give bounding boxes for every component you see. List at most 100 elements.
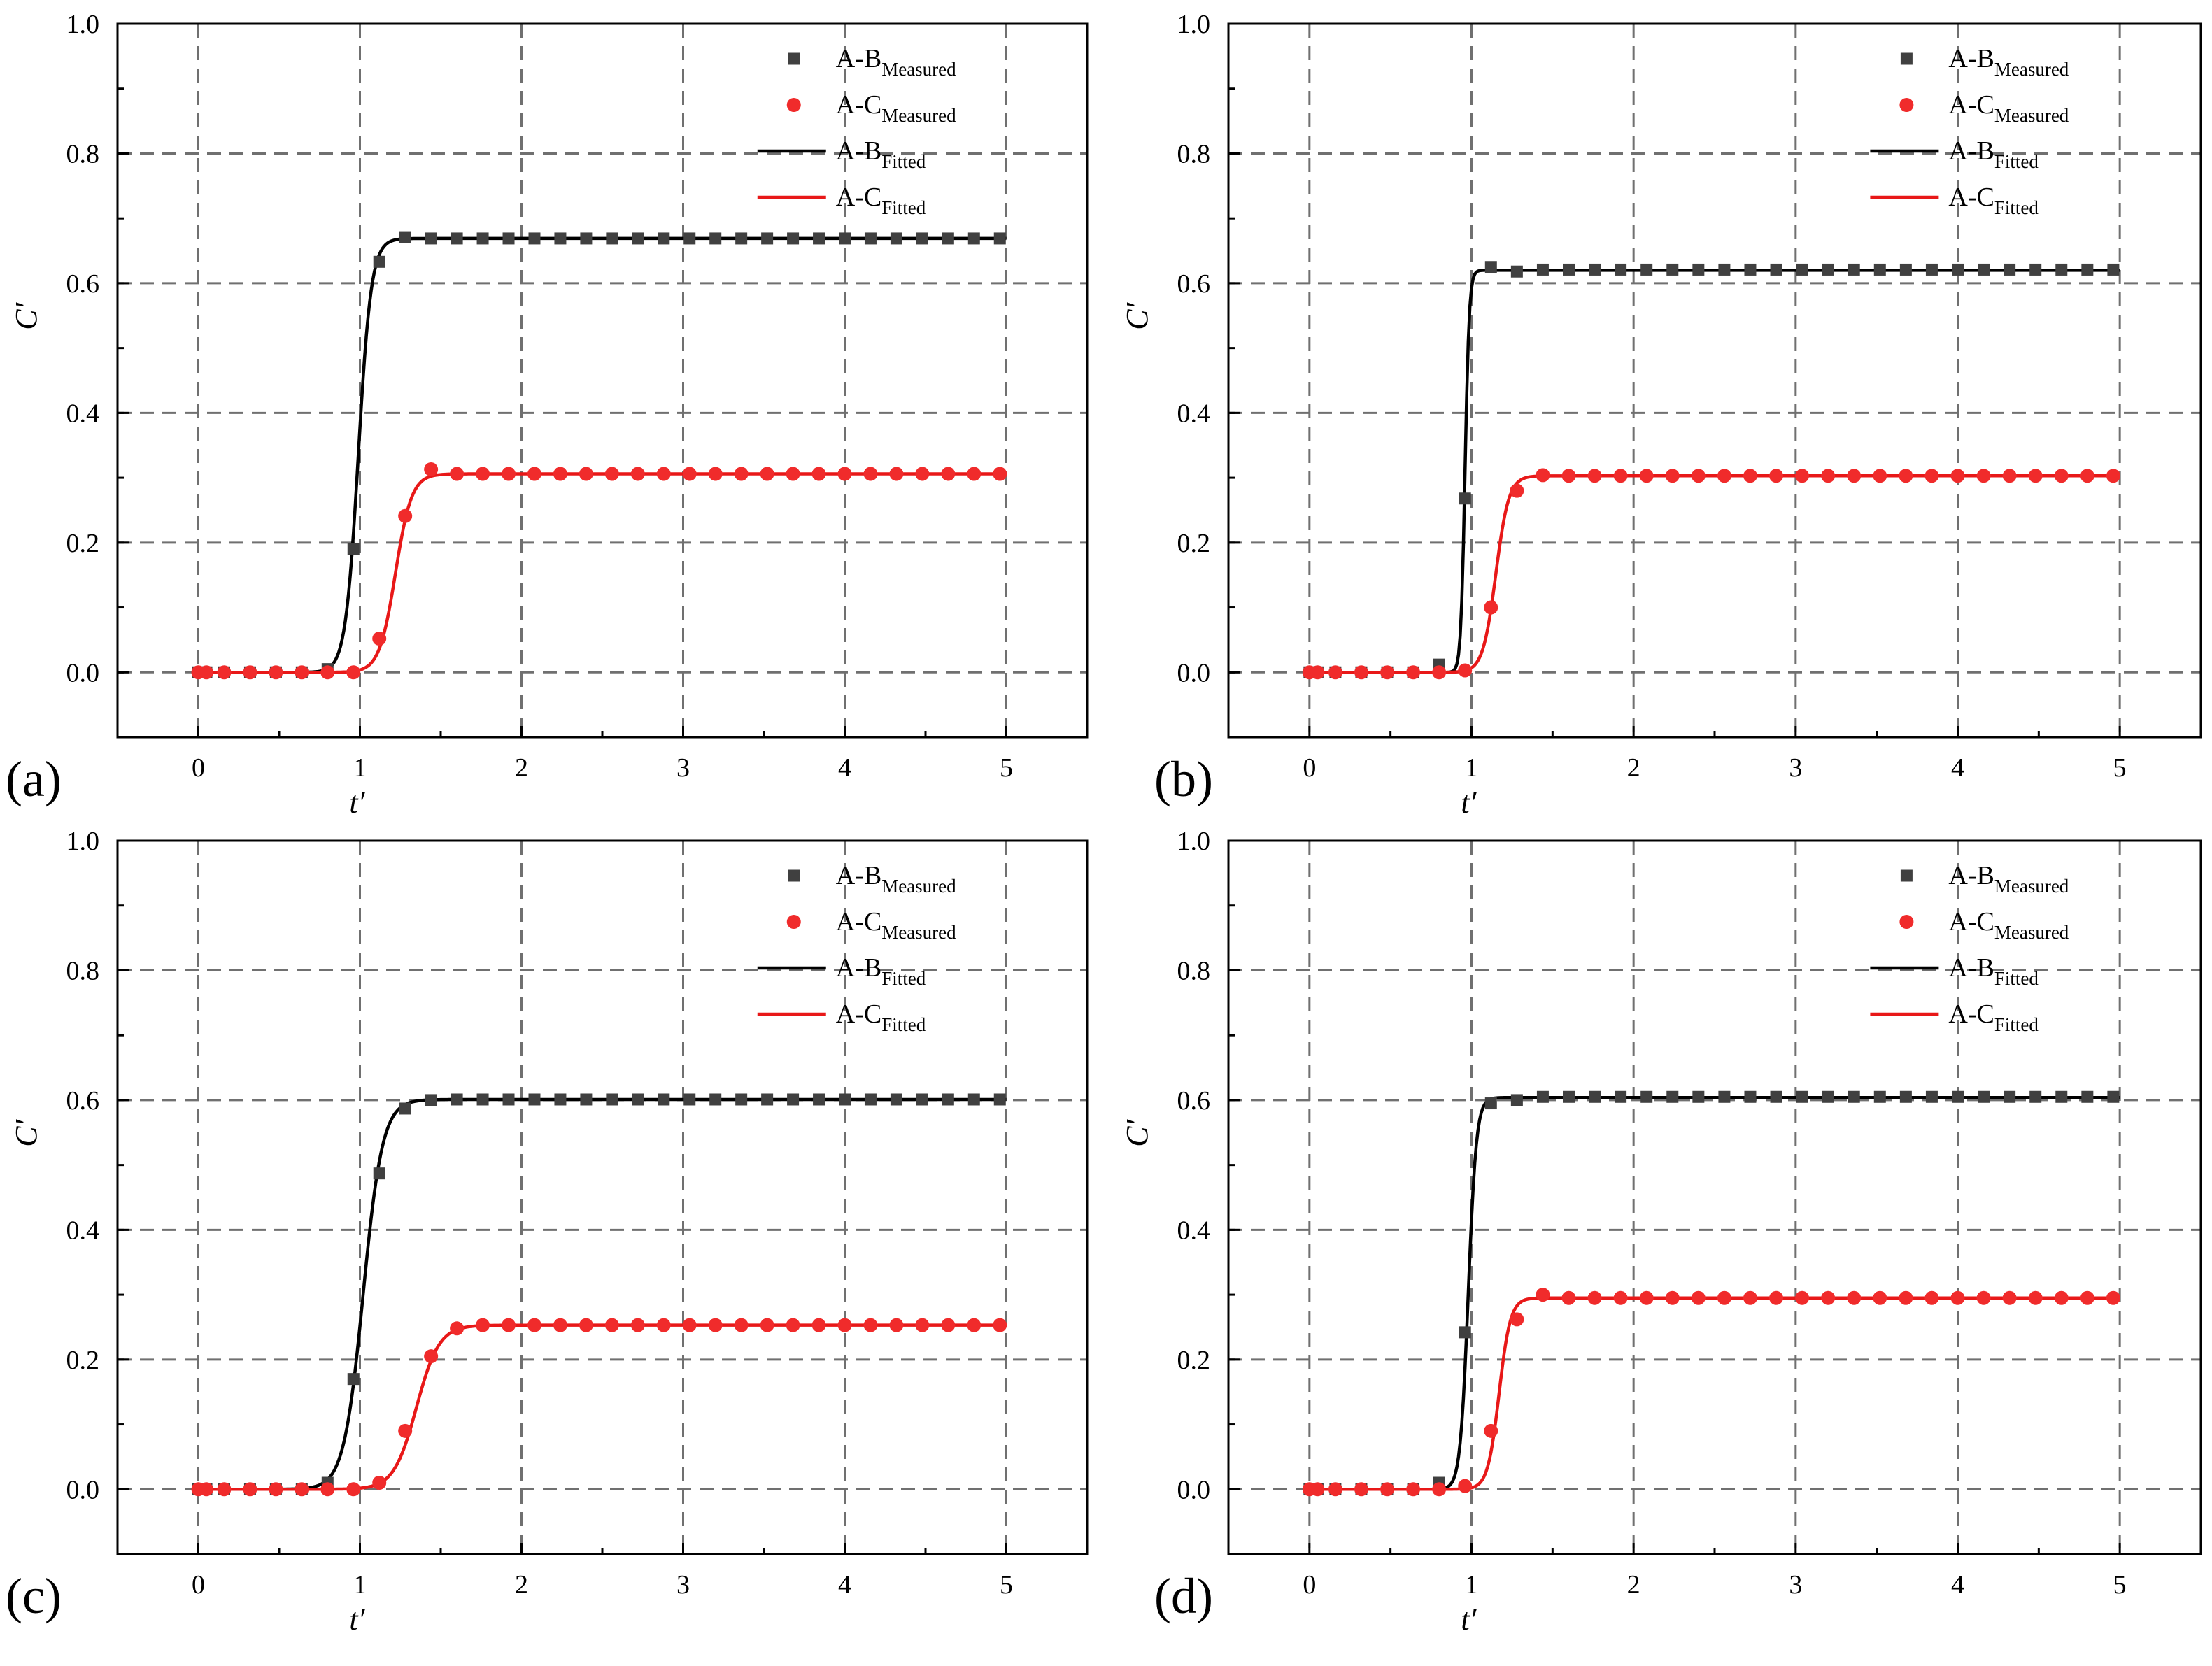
legend-label-subscript: Measured: [881, 105, 956, 126]
measured-point-ab: [580, 232, 593, 245]
measured-point-ab: [890, 1093, 902, 1106]
measured-point-ac: [915, 1318, 930, 1332]
measured-point-ab: [787, 1093, 800, 1106]
grid: [118, 22, 1087, 737]
fitted-curve-ac: [1309, 1296, 2120, 1491]
measured-point-ac: [398, 1423, 413, 1438]
measured-point-ab: [502, 1093, 515, 1106]
measured-point-ac: [450, 467, 465, 481]
measured-point-ab: [864, 1093, 877, 1106]
measured-point-ac: [450, 1321, 465, 1336]
measured-point-ac: [604, 1318, 619, 1332]
measured-point-ac: [863, 467, 878, 481]
legend-square-marker: [1900, 52, 1913, 65]
measured-point-ab: [632, 232, 644, 245]
x-tick-label: 0: [1303, 753, 1316, 783]
measured-point-ab: [1536, 1090, 1549, 1103]
measured-point-ab: [554, 1093, 567, 1106]
legend-circle-marker: [786, 98, 801, 112]
measured-point-ac: [217, 665, 232, 680]
measured-point-ac: [1458, 663, 1473, 678]
measured-point-ab: [735, 1093, 748, 1106]
measured-point-ac: [346, 1482, 361, 1497]
x-tick-label: 1: [353, 1570, 367, 1600]
legend-label-base: A-C: [1948, 90, 1994, 120]
measured-point-ac: [1795, 1290, 1810, 1305]
measured-point-ab: [1718, 1090, 1731, 1103]
measured-point-ab: [425, 1094, 437, 1106]
measured-point-ac: [708, 467, 723, 481]
measured-point-ac: [1899, 1290, 1913, 1305]
y-tick-label: 1.0: [66, 827, 100, 856]
measured-point-ac: [2106, 469, 2120, 483]
fitted-curve-ab: [1309, 269, 2120, 674]
measured-point-ac: [1406, 1482, 1421, 1497]
measured-point-ab: [735, 232, 748, 245]
measured-point-ab: [1978, 263, 1990, 276]
measured-point-ac: [527, 1318, 541, 1332]
measured-point-ab: [1666, 1090, 1679, 1103]
measured-point-ab: [1640, 263, 1653, 276]
measured-point-ac: [941, 467, 956, 481]
measured-point-ac: [243, 1482, 257, 1497]
legend-label: A-CMeasured: [836, 90, 956, 126]
measured-point-ac: [1328, 1482, 1342, 1497]
measured-point-ac: [1821, 469, 1836, 483]
measured-point-ab: [2055, 263, 2068, 276]
measured-point-ab: [606, 1093, 618, 1106]
y-tick-label: 1.0: [1177, 827, 1211, 856]
measured-point-ab: [839, 232, 851, 245]
measured-point-ac: [993, 1318, 1007, 1332]
chart-panel-1: 0 1 2 3 4 50.00.20.40.60.81.0t′C′(a)A-BMeasur…: [6, 10, 1089, 820]
measured-point-ab: [347, 1373, 360, 1386]
legend-square-marker: [788, 52, 800, 65]
measured-point-ab: [993, 232, 1006, 245]
measured-point-ab: [580, 1093, 593, 1106]
legend-label-subscript: Fitted: [1994, 197, 2039, 218]
y-axis-label: C′: [1120, 301, 1154, 329]
measured-point-ac: [2028, 1290, 2043, 1305]
measured-point-ab: [916, 1093, 928, 1106]
measured-point-ac: [889, 1318, 904, 1332]
measured-point-ab: [1615, 263, 1627, 276]
measured-point-ab: [1640, 1090, 1653, 1103]
legend-square-marker: [1900, 869, 1913, 882]
legend-label-subscript: Fitted: [881, 197, 926, 218]
measured-point-ab: [373, 255, 385, 268]
y-tick-label: 1.0: [66, 10, 100, 39]
measured-point-ac: [1691, 469, 1706, 483]
measured-point-ab: [528, 232, 541, 245]
legend-label-base: A-C: [1948, 907, 1994, 937]
legend-circle-marker: [1899, 915, 1914, 929]
legend-label-subscript: Fitted: [1994, 151, 2039, 172]
measured-point-ab: [1925, 1090, 1938, 1103]
y-tick-label: 0.6: [66, 1086, 100, 1116]
measured-point-ab: [451, 1093, 463, 1106]
measured-point-ac: [1613, 1290, 1628, 1305]
measured-point-ab: [1666, 263, 1679, 276]
panel-label: (c): [6, 1568, 62, 1624]
measured-point-ab: [476, 1093, 489, 1106]
measured-point-ac: [941, 1318, 956, 1332]
measured-point-ac: [295, 1482, 309, 1497]
measured-point-ab: [2004, 263, 2016, 276]
measured-point-ac: [1639, 1290, 1654, 1305]
measured-point-ab: [658, 232, 670, 245]
measured-point-ac: [1328, 665, 1342, 680]
legend-label-subscript: Measured: [881, 59, 956, 80]
measured-point-ac: [760, 1318, 774, 1332]
measured-point-ac: [682, 467, 697, 481]
x-tick-label: 5: [2113, 753, 2127, 783]
measured-point-ac: [1769, 469, 1784, 483]
y-tick-label: 0.4: [1177, 399, 1211, 428]
measured-point-ab: [1484, 261, 1497, 273]
legend-label: A-BFitted: [836, 953, 926, 989]
measured-point-ac: [1795, 469, 1810, 483]
measured-point-ab: [1744, 263, 1757, 276]
panel-label: (a): [6, 751, 62, 807]
measured-point-ab: [1873, 263, 1886, 276]
measured-point-ab: [967, 232, 980, 245]
plot-frame: [1227, 839, 2202, 1555]
measured-point-ab: [528, 1093, 541, 1106]
